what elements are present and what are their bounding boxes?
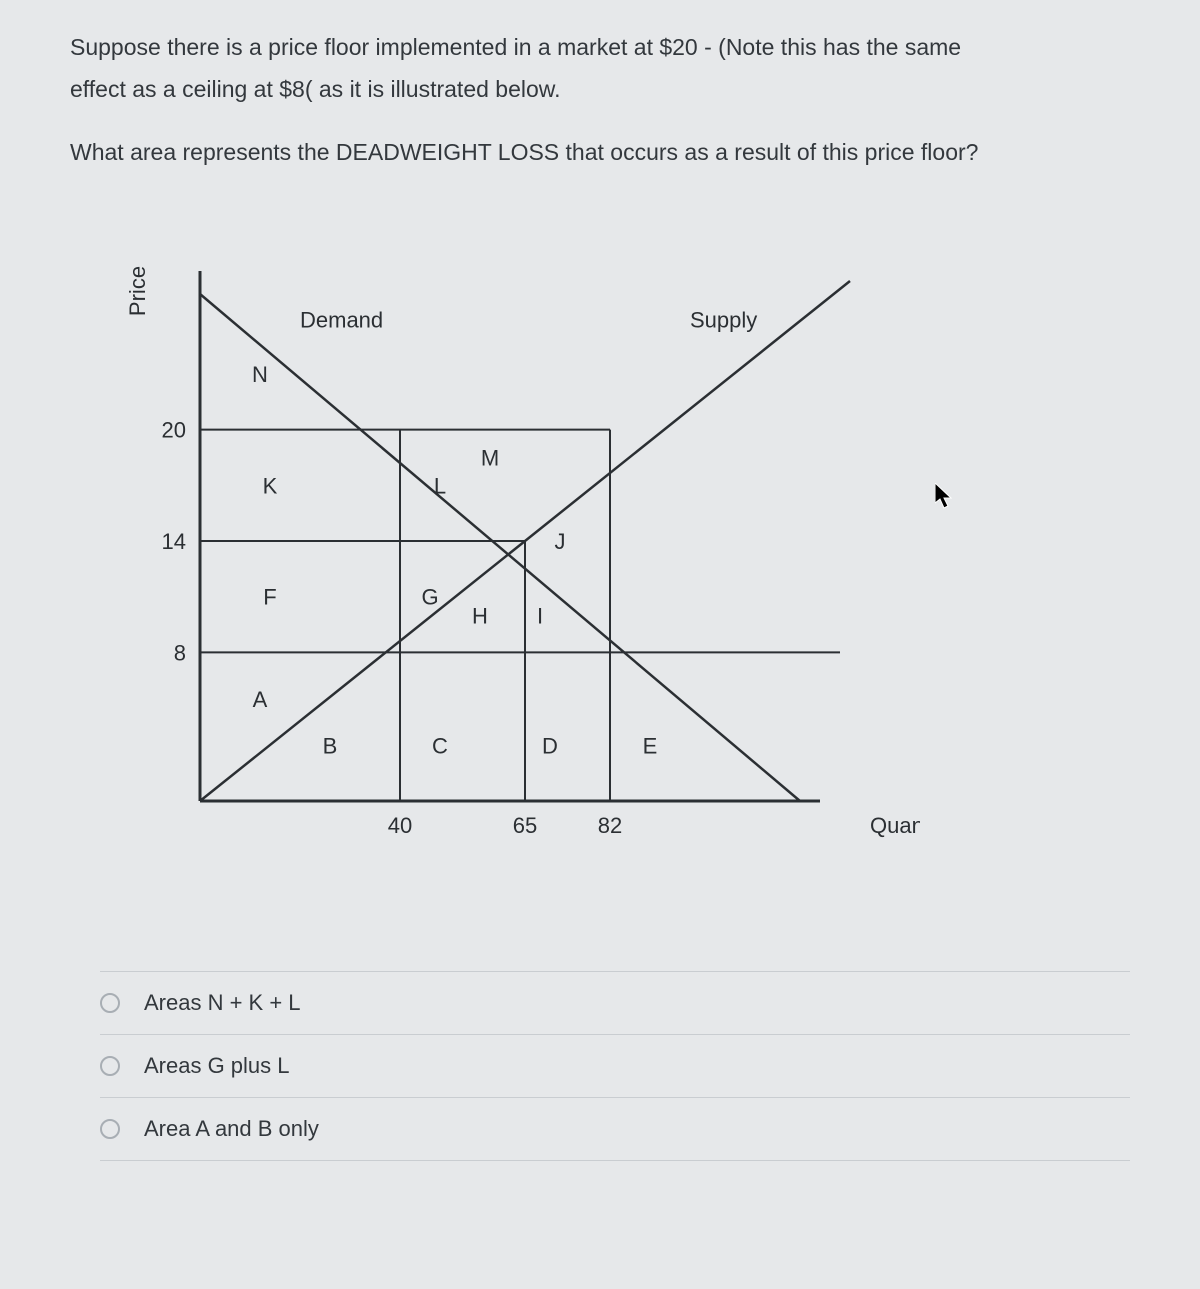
svg-text:65: 65: [513, 813, 537, 838]
answer-option-c[interactable]: Area A and B only: [100, 1097, 1130, 1161]
svg-text:8: 8: [174, 640, 186, 665]
question-card: Suppose there is a price floor implement…: [0, 0, 1200, 1289]
answer-option-a[interactable]: Areas N + K + L: [100, 971, 1130, 1034]
svg-text:Quantity: Quantity: [870, 813, 920, 838]
answer-option-b[interactable]: Areas G plus L: [100, 1034, 1130, 1097]
svg-text:Supply: Supply: [690, 307, 757, 332]
question-text: Suppose there is a price floor implement…: [70, 30, 1130, 171]
svg-text:L: L: [434, 473, 446, 498]
svg-text:Price: Price: [125, 266, 150, 316]
svg-text:N: N: [252, 362, 268, 387]
svg-text:C: C: [432, 733, 448, 758]
svg-text:40: 40: [388, 813, 412, 838]
radio-icon: [100, 1119, 120, 1139]
svg-text:A: A: [253, 687, 268, 712]
question-line-3: What area represents the DEADWEIGHT LOSS…: [70, 135, 1130, 171]
svg-text:K: K: [263, 473, 278, 498]
svg-text:J: J: [555, 529, 566, 554]
svg-text:E: E: [643, 733, 658, 758]
svg-text:Demand: Demand: [300, 307, 383, 332]
answer-options: Areas N + K + L Areas G plus L Area A an…: [100, 971, 1130, 1161]
svg-text:I: I: [537, 603, 543, 628]
svg-text:20: 20: [162, 417, 186, 442]
answer-label: Areas G plus L: [144, 1053, 290, 1079]
svg-text:B: B: [323, 733, 338, 758]
answer-label: Area A and B only: [144, 1116, 319, 1142]
svg-text:D: D: [542, 733, 558, 758]
svg-text:G: G: [421, 585, 438, 610]
question-line-2: effect as a ceiling at $8( as it is illu…: [70, 72, 1130, 108]
svg-text:H: H: [472, 603, 488, 628]
radio-icon: [100, 993, 120, 1013]
answer-label: Areas N + K + L: [144, 990, 301, 1016]
chart-svg: 20 14 8 40 65 82 Price Quantity Demand Supply N K L M…: [100, 231, 920, 871]
svg-text:M: M: [481, 445, 499, 470]
supply-demand-chart: 20 14 8 40 65 82 Price Quantity Demand Supply N K L M…: [100, 231, 1130, 871]
svg-text:82: 82: [598, 813, 622, 838]
question-line-1: Suppose there is a price floor implement…: [70, 30, 1130, 66]
svg-text:F: F: [263, 585, 276, 610]
radio-icon: [100, 1056, 120, 1076]
svg-text:14: 14: [162, 529, 186, 554]
